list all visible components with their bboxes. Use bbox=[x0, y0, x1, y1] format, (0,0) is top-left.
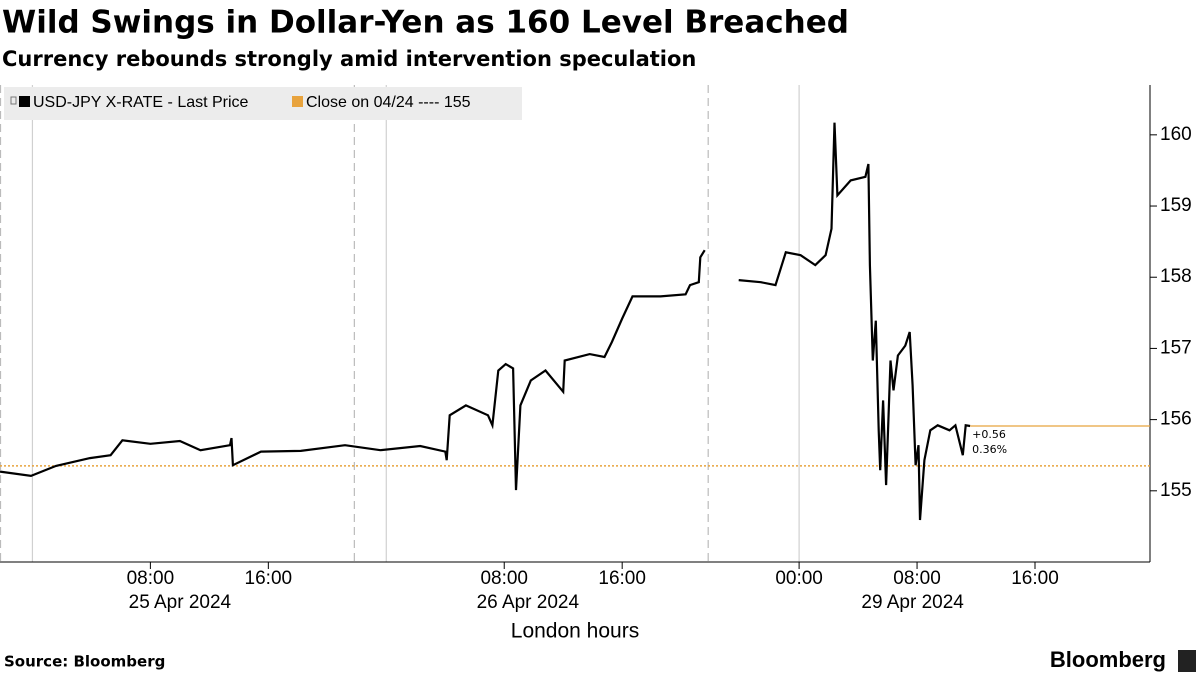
y-tick-label: 159 bbox=[1160, 195, 1192, 216]
y-tick-label: 156 bbox=[1160, 409, 1192, 430]
change-pct-label: 0.36% bbox=[972, 443, 1007, 456]
y-tick-label: 160 bbox=[1160, 124, 1192, 145]
y-tick-label: 155 bbox=[1160, 480, 1192, 501]
x-tick-label: 16:00 bbox=[1011, 568, 1059, 589]
x-date-label: 26 Apr 2024 bbox=[477, 592, 580, 613]
source: Source: Bloomberg bbox=[4, 653, 165, 671]
x-tick-label: 16:00 bbox=[245, 568, 293, 589]
x-tick-label: 08:00 bbox=[480, 568, 528, 589]
legend-box bbox=[4, 87, 522, 120]
brand-icon bbox=[1178, 650, 1196, 672]
chart-title: Wild Swings in Dollar-Yen as 160 Level B… bbox=[2, 5, 849, 41]
x-tick-label: 16:00 bbox=[598, 568, 646, 589]
x-date-label: 29 Apr 2024 bbox=[861, 592, 964, 613]
x-tick-label: 00:00 bbox=[775, 568, 823, 589]
x-date-label: 25 Apr 2024 bbox=[129, 592, 232, 613]
x-tick-label: 08:00 bbox=[127, 568, 175, 589]
legend-swatch bbox=[19, 96, 30, 107]
brand: Bloomberg bbox=[1050, 647, 1166, 672]
change-label: +0.56 bbox=[972, 428, 1006, 441]
x-tick-label: 08:00 bbox=[893, 568, 941, 589]
legend-swatch bbox=[292, 96, 303, 107]
chart-subtitle: Currency rebounds strongly amid interven… bbox=[2, 47, 696, 71]
legend-label: Close on 04/24 ---- 155 bbox=[306, 94, 471, 111]
legend-icon-small bbox=[10, 96, 17, 105]
price-line bbox=[0, 122, 971, 521]
y-tick-label: 158 bbox=[1160, 266, 1192, 287]
legend-label: USD-JPY X-RATE - Last Price bbox=[33, 94, 249, 111]
y-tick-label: 157 bbox=[1160, 337, 1192, 358]
x-axis-title: London hours bbox=[511, 620, 639, 643]
